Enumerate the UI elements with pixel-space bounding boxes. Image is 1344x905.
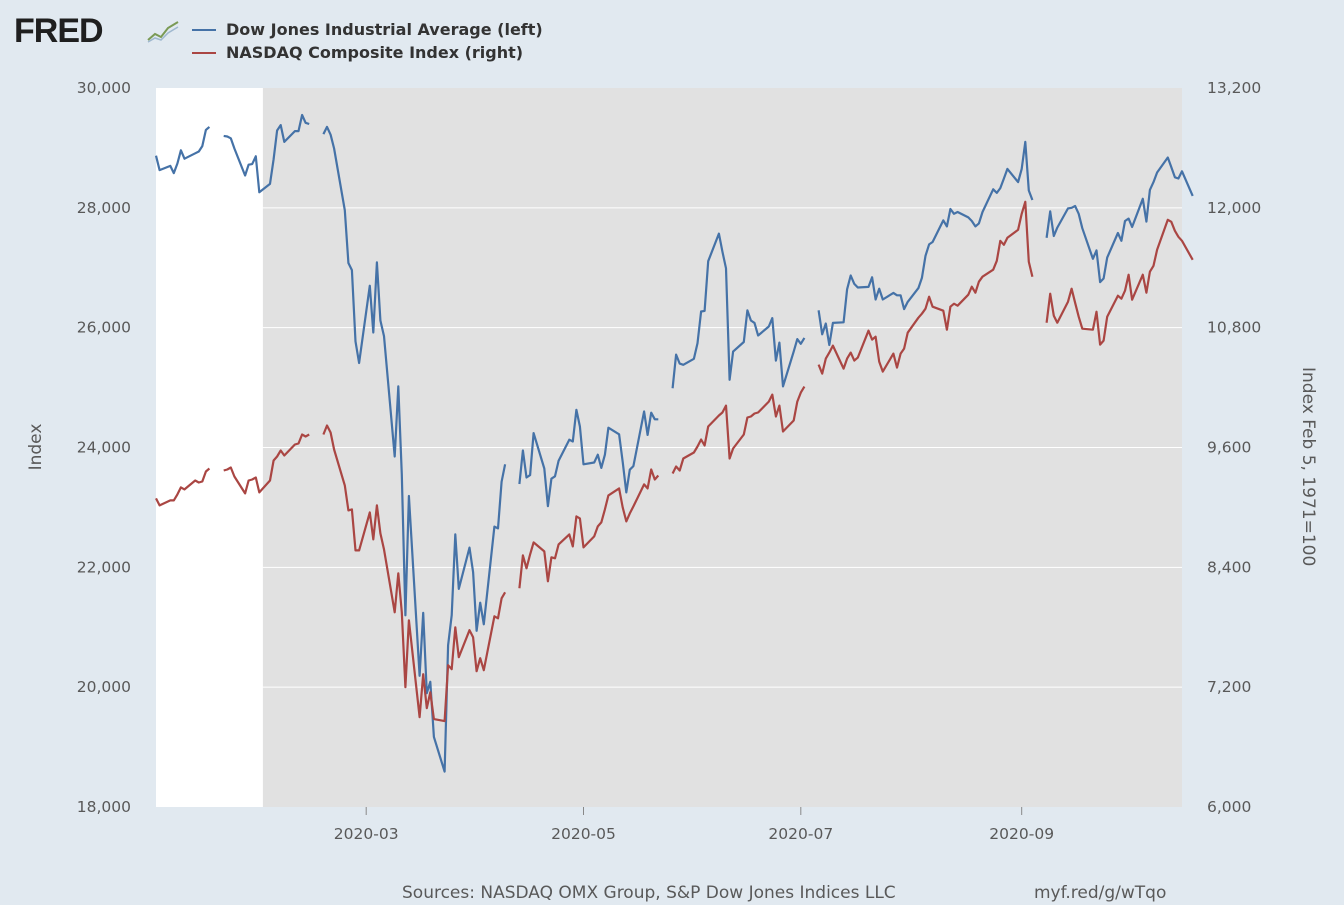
y-left-tick-label: 22,000 xyxy=(77,558,131,576)
series-line-nasdaq xyxy=(223,433,310,495)
short-link[interactable]: myf.red/g/wTqo xyxy=(1034,883,1167,903)
shaded-period xyxy=(262,88,1182,807)
y-right-tick-label: 13,200 xyxy=(1207,79,1261,97)
y-axis-right-title: Index Feb 5, 1971=100 xyxy=(1298,367,1318,567)
legend-label-nasdaq: NASDAQ Composite Index (right) xyxy=(226,43,524,62)
series-line-dow xyxy=(817,140,1034,347)
series-line-nasdaq xyxy=(518,468,660,589)
legend-item-nasdaq[interactable]: NASDAQ Composite Index (right) xyxy=(192,41,543,64)
y-left-tick-label: 18,000 xyxy=(77,798,131,816)
x-tick-label: 2020-03 xyxy=(334,825,399,843)
legend-swatch-nasdaq xyxy=(192,51,216,54)
series-line-nasdaq xyxy=(671,386,806,474)
y-axis-left-title: Index xyxy=(26,423,46,471)
legend-item-dow[interactable]: Dow Jones Industrial Average (left) xyxy=(192,18,543,41)
y-right-tick-label: 10,800 xyxy=(1207,319,1261,337)
x-tick-label: 2020-05 xyxy=(551,825,616,843)
y-left-tick-label: 24,000 xyxy=(77,439,131,457)
y-right-tick-label: 12,000 xyxy=(1207,199,1261,217)
y-left-tick-label: 30,000 xyxy=(77,79,131,97)
series-line-nasdaq xyxy=(1045,218,1194,346)
series-line-dow xyxy=(223,113,310,194)
y-right-tick-label: 8,400 xyxy=(1207,558,1251,576)
series-line-dow xyxy=(671,232,806,389)
x-tick-label: 2020-07 xyxy=(768,825,833,843)
legend-swatch-dow xyxy=(192,28,216,31)
sources-text: Sources: NASDAQ OMX Group, S&P Dow Jones… xyxy=(402,883,896,903)
series-line-nasdaq xyxy=(817,200,1034,375)
fred-logo[interactable]: FRED xyxy=(14,12,104,50)
y-right-tick-label: 9,600 xyxy=(1207,439,1251,457)
plot-area xyxy=(156,88,1182,807)
series-line-nasdaq xyxy=(322,424,507,723)
y-left-tick-label: 26,000 xyxy=(77,319,131,337)
y-right-tick-label: 7,200 xyxy=(1207,678,1251,696)
y-left-tick-label: 28,000 xyxy=(77,199,131,217)
series-line-dow xyxy=(322,125,507,773)
chart-legend: Dow Jones Industrial Average (left) NASD… xyxy=(192,18,543,64)
series-line-dow xyxy=(1045,156,1194,284)
y-left-tick-label: 20,000 xyxy=(77,678,131,696)
legend-label-dow: Dow Jones Industrial Average (left) xyxy=(226,20,543,39)
series-line-dow xyxy=(518,408,659,508)
chart-line-icon xyxy=(146,18,180,44)
series-line-dow xyxy=(154,126,211,175)
y-right-tick-label: 6,000 xyxy=(1207,798,1251,816)
series-line-nasdaq xyxy=(155,467,211,507)
x-tick-label: 2020-09 xyxy=(989,825,1054,843)
